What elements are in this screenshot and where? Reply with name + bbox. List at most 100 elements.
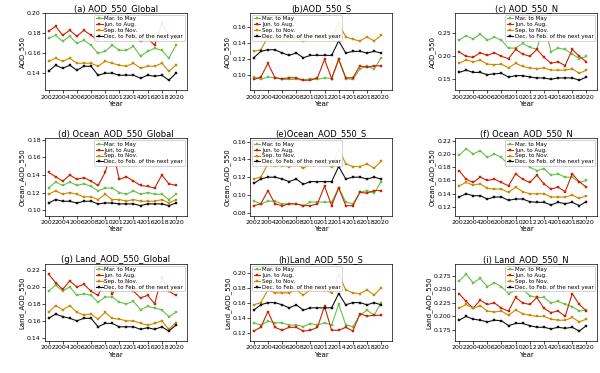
Jun. to Aug. [286,325,293,329]
Jun. to Aug. [123,280,130,285]
Mar. to May [52,180,59,184]
Mar. to May [101,295,109,299]
Sep. to Nov. [116,317,123,322]
Line: Dec. to Feb. of the next year: Dec. to Feb. of the next year [458,69,588,82]
Dec. to Feb. of the next year [144,325,151,330]
Dec. to Feb. of the next year [123,325,130,329]
Dec. to Feb. of the next year [45,201,52,205]
Dec. to Feb. of the next year [463,191,470,196]
Jun. to Aug. [370,313,377,317]
Mar. to May [498,284,505,289]
Mar. to May [370,67,377,71]
Legend: Mar. to May, Jun. to Aug., Sep. to Nov., Dec. to Feb. of the next year: Mar. to May, Jun. to Aug., Sep. to Nov.,… [252,140,343,166]
Line: Jun. to Aug.: Jun. to Aug. [253,305,383,332]
Sep. to Nov. [576,320,583,324]
Dec. to Feb. of the next year [342,303,349,307]
Sep. to Nov. [364,35,371,39]
Jun. to Aug. [370,63,377,68]
Sep. to Nov. [66,303,73,308]
Line: Sep. to Nov.: Sep. to Nov. [458,303,588,323]
Dec. to Feb. of the next year [137,76,144,81]
Legend: Mar. to May, Jun. to Aug., Sep. to Nov., Dec. to Feb. of the next year: Mar. to May, Jun. to Aug., Sep. to Nov.,… [252,15,343,41]
Mar. to May [101,49,109,53]
Dec. to Feb. of the next year [144,73,151,78]
Sep. to Nov. [491,62,498,67]
Dec. to Feb. of the next year [144,202,151,206]
Sep. to Nov. [314,33,321,38]
Sep. to Nov. [151,199,158,204]
Line: Jun. to Aug.: Jun. to Aug. [47,22,178,47]
Line: Jun. to Aug.: Jun. to Aug. [47,273,178,305]
Mar. to May [484,284,491,289]
Jun. to Aug. [257,75,265,79]
Mar. to May [512,288,519,293]
Jun. to Aug. [80,282,88,286]
Mar. to May [123,48,130,53]
Dec. to Feb. of the next year [80,199,88,204]
Sep. to Nov. [519,189,526,194]
Sep. to Nov. [165,327,172,332]
Sep. to Nov. [123,319,130,323]
Mar. to May [314,77,321,82]
Dec. to Feb. of the next year [370,49,377,54]
X-axis label: Year: Year [109,226,123,232]
Mar. to May [463,147,470,151]
Jun. to Aug. [491,177,498,181]
Line: Sep. to Nov.: Sep. to Nov. [253,22,383,53]
Jun. to Aug. [576,54,583,59]
Sep. to Nov. [271,291,278,295]
Sep. to Nov. [321,288,328,292]
X-axis label: Year: Year [314,352,328,358]
Dec. to Feb. of the next year [576,203,583,208]
Sep. to Nov. [278,163,286,168]
Mar. to May [470,280,477,285]
Sep. to Nov. [455,61,463,66]
Dec. to Feb. of the next year [257,303,265,307]
Mar. to May [137,192,144,197]
Sep. to Nov. [257,300,265,305]
Sep. to Nov. [526,313,533,317]
Dec. to Feb. of the next year [377,303,385,307]
Legend: Mar. to May, Jun. to Aug., Sep. to Nov., Dec. to Feb. of the next year: Mar. to May, Jun. to Aug., Sep. to Nov.,… [505,140,595,166]
Mar. to May [80,291,88,296]
Y-axis label: AOD_550: AOD_550 [430,36,436,68]
Y-axis label: Land_AOD_550: Land_AOD_550 [425,276,432,329]
Jun. to Aug. [165,182,172,186]
Sep. to Nov. [250,177,257,181]
Jun. to Aug. [526,302,533,307]
Mar. to May [116,48,123,53]
Sep. to Nov. [257,47,265,52]
Sep. to Nov. [137,66,144,70]
Jun. to Aug. [484,178,491,183]
Sep. to Nov. [377,159,385,163]
Jun. to Aug. [505,184,512,188]
Mar. to May [151,46,158,50]
Jun. to Aug. [526,54,533,59]
Mar. to May [554,172,562,176]
Jun. to Aug. [158,173,166,177]
Sep. to Nov. [547,317,554,322]
Sep. to Nov. [59,59,66,63]
Dec. to Feb. of the next year [158,73,166,78]
Dec. to Feb. of the next year [59,199,66,204]
Dec. to Feb. of the next year [519,321,526,326]
Mar. to May [286,77,293,82]
Mar. to May [73,293,80,298]
Sep. to Nov. [484,309,491,313]
Jun. to Aug. [533,47,541,52]
Sep. to Nov. [562,68,569,72]
Mar. to May [165,197,172,202]
Sep. to Nov. [356,164,364,169]
Jun. to Aug. [165,33,172,38]
Jun. to Aug. [533,295,541,300]
Mar. to May [300,324,307,329]
Sep. to Nov. [172,197,179,202]
Line: Jun. to Aug.: Jun. to Aug. [458,169,588,193]
Dec. to Feb. of the next year [491,72,498,76]
Mar. to May [498,38,505,43]
Title: (e)Ocean_AOD_550_S: (e)Ocean_AOD_550_S [275,129,367,138]
Mar. to May [533,295,541,300]
Sep. to Nov. [463,180,470,185]
Title: (c) AOD_550_N: (c) AOD_550_N [494,4,558,13]
Jun. to Aug. [349,329,356,333]
